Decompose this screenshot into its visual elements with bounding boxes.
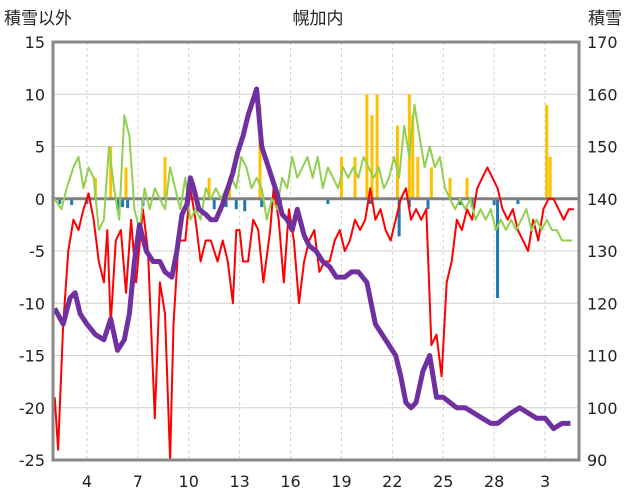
bar-mark-series-4 xyxy=(368,198,372,204)
bar-mark-series-4 xyxy=(492,198,496,206)
series-line-1 xyxy=(53,103,573,242)
left-tick-label: -15 xyxy=(19,347,45,366)
x-tick-label: 19 xyxy=(331,472,351,491)
x-tick-label: 3 xyxy=(540,472,550,491)
bar-mark-series-4 xyxy=(326,198,330,204)
bar-mark-series-4 xyxy=(458,198,462,206)
left-tick-label: -20 xyxy=(19,399,45,418)
series-line-0 xyxy=(53,166,574,461)
bar-mark-series-3 xyxy=(370,115,374,199)
right-tick-label: 110 xyxy=(587,347,618,366)
bar-mark-series-4 xyxy=(234,198,238,210)
bar-mark-series-3 xyxy=(545,104,549,199)
x-tick-label: 4 xyxy=(82,472,92,491)
bar-mark-series-3 xyxy=(124,167,128,199)
bar-mark-series-3 xyxy=(448,177,452,199)
plot-frame xyxy=(51,40,581,462)
bar-mark-series-3 xyxy=(258,104,262,199)
x-tick-label: 7 xyxy=(133,472,143,491)
right-tick-label: 100 xyxy=(587,399,618,418)
line-series xyxy=(52,86,574,461)
bar-mark-series-4 xyxy=(121,198,125,208)
bar-mark-series-3 xyxy=(429,167,433,199)
left-tick-label: 5 xyxy=(35,138,45,157)
x-tick-label: 16 xyxy=(280,472,300,491)
chart-title: 幌加内 xyxy=(293,9,344,29)
bar-mark-series-3 xyxy=(365,94,369,199)
left-tick-label: 15 xyxy=(25,33,45,52)
bar-mark-series-3 xyxy=(207,177,211,199)
bar-mark-series-3 xyxy=(109,146,113,199)
right-tick-label: 170 xyxy=(587,33,618,52)
bar-mark-series-4 xyxy=(58,198,62,204)
bar-mark-series-4 xyxy=(212,198,216,210)
bar-mark-series-3 xyxy=(548,156,552,199)
left-axis-title: 積雪以外 xyxy=(4,9,72,29)
bar-mark-series-4 xyxy=(260,198,264,208)
bar-mark-series-3 xyxy=(465,177,469,199)
bar-mark-series-3 xyxy=(353,156,357,199)
left-tick-label: -5 xyxy=(29,242,45,261)
bar-mark-series-4 xyxy=(126,198,130,209)
bar-mark-series-3 xyxy=(416,156,420,199)
bar-mark-series-4 xyxy=(224,198,228,208)
right-tick-label: 90 xyxy=(587,451,607,470)
right-tick-label: 160 xyxy=(587,85,618,104)
bar-mark-series-4 xyxy=(407,198,411,208)
left-tick-label: -10 xyxy=(19,294,45,313)
x-tick-label: 22 xyxy=(382,472,402,491)
left-tick-label: 10 xyxy=(25,85,45,104)
right-tick-label: 120 xyxy=(587,294,618,313)
left-y-ticks: 15 10 5 0 -5 -10 -15 -20 -25 xyxy=(19,33,45,470)
bar-mark-series-4 xyxy=(516,198,520,204)
bar-mark-series-4 xyxy=(397,198,401,237)
x-tick-label: 25 xyxy=(433,472,453,491)
right-axis-title: 積雪 xyxy=(588,9,622,29)
bar-mark-series-3 xyxy=(411,115,415,199)
bar-mark-series-4 xyxy=(496,198,500,299)
left-tick-label: -25 xyxy=(19,451,45,470)
left-tick-label: 0 xyxy=(35,190,45,209)
series-line-2 xyxy=(52,86,571,432)
right-tick-label: 150 xyxy=(587,138,618,157)
right-tick-label: 140 xyxy=(587,190,618,209)
x-ticks: 4 7 10 13 16 19 22 25 28 3 xyxy=(82,472,550,491)
x-tick-label: 13 xyxy=(229,472,249,491)
bar-mark-series-4 xyxy=(243,198,247,212)
bar-mark-series-4 xyxy=(426,198,430,210)
x-tick-label: 10 xyxy=(179,472,199,491)
right-y-ticks: 170 160 150 140 130 120 110 100 90 xyxy=(587,33,618,470)
bar-mark-series-4 xyxy=(70,198,74,206)
bar-mark-series-3 xyxy=(395,125,399,199)
x-tick-label: 28 xyxy=(484,472,504,491)
bar-mark-series-3 xyxy=(163,156,167,199)
bar-mark-series-3 xyxy=(375,94,379,199)
right-tick-label: 130 xyxy=(587,242,618,261)
